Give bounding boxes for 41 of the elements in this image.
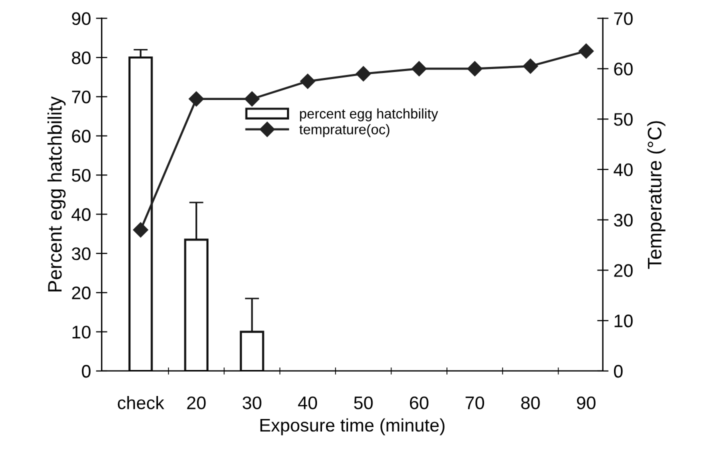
- x-tick-label: 80: [521, 396, 540, 410]
- legend-label: percent egg hatchbility: [300, 108, 438, 122]
- x-axis-title: Exposure time (minute): [260, 418, 444, 436]
- x-tick-label: 40: [298, 396, 318, 410]
- y2-tick-label: 70: [614, 12, 633, 26]
- x-tick-label: 50: [354, 396, 373, 410]
- point: [300, 74, 316, 89]
- point: [467, 61, 482, 76]
- y2-tick-label: 30: [614, 214, 633, 227]
- y-tick-label: 30: [72, 247, 91, 260]
- y-tick-label: 0: [82, 364, 91, 378]
- y-tick-label: 20: [72, 286, 91, 300]
- y-axis-title: Percent egg hatchbility: [47, 96, 66, 292]
- y2-tick-label: 10: [614, 314, 633, 328]
- y2-tick-label: 0: [614, 364, 623, 378]
- point: [578, 43, 594, 59]
- point: [356, 66, 371, 82]
- y2-tick-label: 20: [614, 264, 633, 277]
- y-tick-label: 90: [72, 12, 91, 26]
- y2-axis-title: Temperature (°C): [647, 121, 666, 269]
- y-tick-label: 60: [72, 130, 91, 143]
- x-tick-label: check: [118, 396, 164, 410]
- x-tick-label: 70: [466, 396, 484, 410]
- y-tick-label: 10: [72, 326, 91, 339]
- y-tick-label: 50: [72, 168, 91, 182]
- point: [133, 222, 148, 238]
- y2-tick-label: 60: [614, 62, 633, 76]
- y2-tick-label: 50: [614, 113, 633, 126]
- x-tick-label: 90: [576, 396, 596, 410]
- point: [412, 61, 427, 76]
- x-tick-label: 60: [410, 396, 428, 410]
- point: [244, 91, 260, 106]
- legend-label: temprature(oc): [299, 124, 390, 138]
- y-tick-label: 70: [72, 90, 91, 104]
- y-tick-label: 80: [72, 51, 91, 64]
- y2-tick-label: 40: [614, 163, 633, 176]
- y-tick-label: 40: [72, 208, 91, 221]
- point: [188, 91, 204, 106]
- point: [522, 58, 538, 74]
- x-tick-label: 30: [242, 396, 262, 410]
- x-tick-label: 20: [187, 396, 206, 410]
